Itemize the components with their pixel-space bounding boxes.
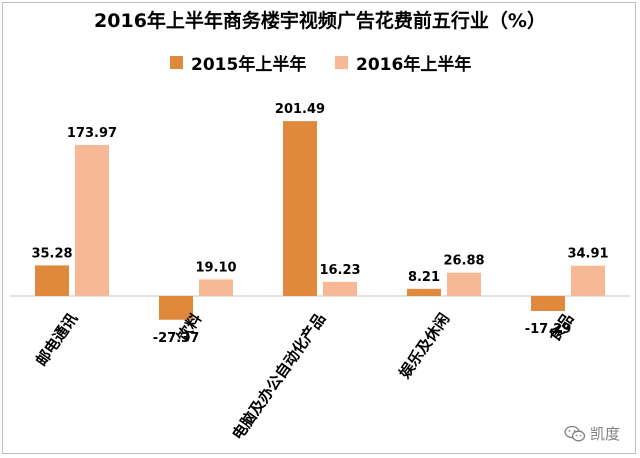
- category-label-0: 邮电通讯: [32, 310, 81, 369]
- data-label-1-1: 19.10: [195, 260, 236, 275]
- data-label-4-0: -17.29: [525, 322, 572, 337]
- bar-0-1: [75, 144, 109, 296]
- watermark: 凯度: [564, 423, 620, 444]
- data-label-1-0: -27.37: [153, 331, 200, 346]
- chart-title: 2016年上半年商务楼宇视频广告花费前五行业（%）: [94, 10, 546, 32]
- category-label-2: 电脑及办公自动化产品: [228, 310, 329, 443]
- bar-1-0: [159, 296, 193, 320]
- data-label-3-1: 26.88: [443, 254, 484, 269]
- legend-swatch-2015: [170, 56, 183, 69]
- bar-1-1: [199, 279, 233, 296]
- data-label-2-0: 201.49: [275, 102, 325, 117]
- bar-0-0: [35, 265, 69, 296]
- category-label-4: 食品: [545, 310, 577, 345]
- data-label-0-0: 35.28: [31, 246, 72, 261]
- bar-4-0: [531, 296, 565, 312]
- legend-swatch-2016: [335, 56, 348, 69]
- category-label-3: 娱乐及休闲: [396, 310, 454, 382]
- wechat-icon: [564, 425, 586, 441]
- bar-4-1: [571, 265, 605, 296]
- bar-2-0: [283, 121, 317, 296]
- data-label-0-1: 173.97: [67, 126, 117, 141]
- data-label-2-1: 16.23: [319, 263, 360, 278]
- bar-3-1: [447, 272, 481, 296]
- watermark-text: 凯度: [589, 425, 620, 443]
- bar-3-0: [407, 288, 441, 296]
- legend-label-2015: 2015年上半年: [191, 55, 307, 75]
- legend-label-2016: 2016年上半年: [356, 55, 472, 75]
- legend: 2015年上半年 2016年上半年: [0, 50, 640, 75]
- bar-2-1: [323, 281, 357, 296]
- chart-frame: [2, 2, 636, 454]
- legend-item-2015: 2015年上半年: [170, 50, 306, 75]
- legend-item-2016: 2016年上半年: [335, 50, 471, 75]
- data-label-4-1: 34.91: [567, 247, 608, 262]
- data-label-3-0: 8.21: [408, 270, 440, 285]
